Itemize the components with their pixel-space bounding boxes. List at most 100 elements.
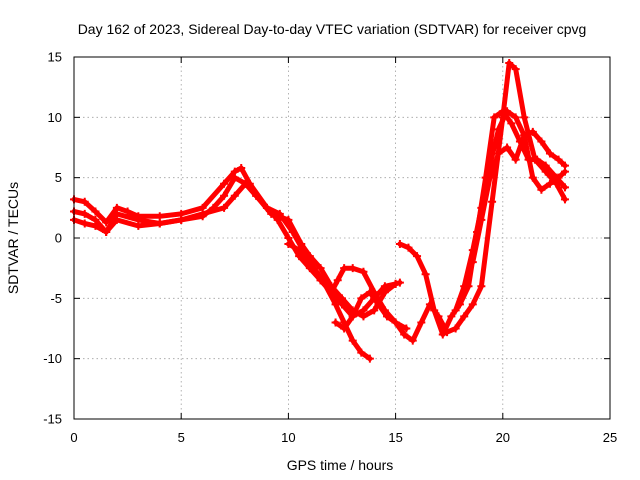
data-point	[123, 207, 132, 216]
data-point	[413, 252, 422, 261]
data-point	[237, 164, 246, 173]
data-point	[511, 113, 520, 122]
data-point	[554, 155, 563, 164]
tick-marks	[73, 56, 611, 420]
data-point	[560, 161, 569, 170]
data-point	[468, 300, 477, 309]
data-point	[177, 215, 186, 224]
data-point	[503, 143, 512, 152]
data-point	[505, 59, 514, 68]
x-tick-label: 10	[281, 430, 295, 445]
data-point	[359, 267, 368, 276]
series-satellite-track-5	[331, 59, 569, 345]
data-point	[357, 348, 366, 357]
data-point	[468, 258, 477, 267]
chart-title: Day 162 of 2023, Sidereal Day-to-day VTE…	[78, 21, 587, 37]
x-axis-label: GPS time / hours	[287, 457, 394, 473]
data-point	[102, 218, 111, 227]
data-point	[503, 107, 512, 116]
data-point	[460, 282, 469, 291]
y-tick-labels: 15 10 5 0 -5 -10 -15	[43, 50, 62, 427]
x-tick-labels: 0 5 10 15 20 25	[70, 430, 617, 445]
data-point	[331, 318, 340, 327]
data-point	[91, 221, 100, 230]
data-point	[490, 113, 499, 122]
data-point	[447, 312, 456, 321]
data-point	[357, 294, 366, 303]
data-point	[348, 336, 357, 345]
data-point	[537, 137, 546, 146]
data-point	[91, 207, 100, 216]
data-point	[359, 306, 368, 315]
data-point	[262, 203, 271, 212]
series-satellite-track-1	[70, 164, 374, 363]
data-point	[554, 173, 563, 182]
data-point	[80, 197, 89, 206]
data-point	[102, 227, 111, 236]
data-point	[252, 191, 261, 200]
data-point	[220, 203, 229, 212]
data-point	[365, 354, 374, 363]
y-tick-label: 0	[55, 231, 62, 246]
data-point	[230, 191, 239, 200]
data-point	[333, 276, 342, 285]
data-point	[520, 131, 529, 140]
data-point	[391, 279, 400, 288]
data-point	[507, 119, 516, 128]
series-satellite-track-8	[468, 127, 569, 267]
data-point	[374, 300, 383, 309]
data-point	[80, 219, 89, 228]
data-point	[340, 324, 349, 333]
y-tick-label: -5	[50, 291, 62, 306]
data-point	[395, 278, 404, 287]
data-point	[511, 65, 520, 74]
data-point	[198, 209, 207, 218]
grid	[74, 57, 610, 419]
data-point	[80, 209, 89, 218]
data-point	[528, 173, 537, 182]
data-point	[477, 282, 486, 291]
series-trace	[71, 181, 409, 331]
data-point	[451, 306, 460, 315]
data-point	[421, 270, 430, 279]
series-trace	[71, 165, 373, 362]
data-point	[112, 215, 121, 224]
data-point	[365, 288, 374, 297]
x-tick-label: 0	[70, 430, 77, 445]
data-point	[533, 155, 542, 164]
data-point	[380, 282, 389, 291]
data-point	[155, 219, 164, 228]
data-point	[485, 173, 494, 182]
data-point	[391, 318, 400, 327]
data-point	[417, 318, 426, 327]
data-point	[545, 179, 554, 188]
data-point	[494, 149, 503, 158]
data-point	[284, 215, 293, 224]
data-point	[134, 221, 143, 230]
data-point	[220, 191, 229, 200]
data-point	[316, 276, 325, 285]
data-point	[545, 149, 554, 158]
data-point	[348, 312, 357, 321]
y-tick-label: -10	[43, 351, 62, 366]
y-tick-label: -15	[43, 412, 62, 427]
data-point	[541, 161, 550, 170]
data-point	[348, 264, 357, 273]
data-point	[560, 195, 569, 204]
data-point	[327, 288, 336, 297]
data-point	[430, 306, 439, 315]
data-point	[370, 306, 379, 315]
series-trace	[453, 108, 568, 313]
data-point	[494, 125, 503, 134]
y-tick-label: 15	[48, 50, 62, 65]
data-point	[511, 155, 520, 164]
data-point	[241, 179, 250, 188]
data-point	[295, 246, 304, 255]
data-point	[338, 300, 346, 309]
data-point	[404, 243, 413, 252]
data-point	[395, 240, 404, 249]
data-point	[284, 240, 293, 249]
data-point	[451, 324, 460, 333]
data-point	[305, 258, 314, 267]
data-point	[438, 330, 447, 339]
